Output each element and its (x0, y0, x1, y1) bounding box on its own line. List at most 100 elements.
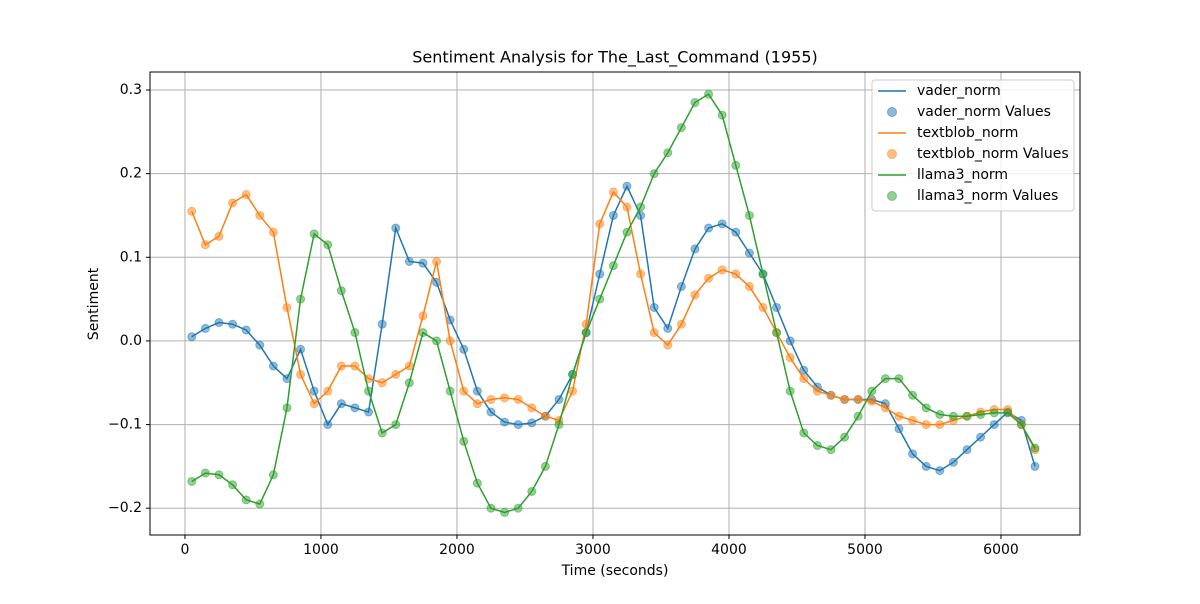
point (622, 202, 632, 212)
point (785, 386, 795, 396)
point (472, 399, 482, 409)
point (908, 390, 918, 400)
point (364, 386, 374, 396)
point (908, 415, 918, 425)
point (608, 261, 618, 271)
point (935, 410, 945, 420)
point (826, 445, 836, 455)
point (214, 318, 224, 328)
point (731, 269, 741, 279)
legend-label: vader_norm Values (917, 104, 1051, 120)
point (540, 411, 550, 421)
point (513, 503, 523, 513)
point (350, 328, 360, 338)
x-tick-label: 0 (180, 542, 189, 558)
y-tick-label: 0.1 (120, 249, 142, 265)
legend-label: llama3_norm Values (917, 188, 1058, 204)
point (432, 256, 442, 266)
point (704, 89, 714, 99)
point (241, 495, 251, 505)
point (595, 219, 605, 229)
point (785, 353, 795, 363)
point (744, 248, 754, 258)
line (191, 184, 1036, 472)
point (1003, 408, 1013, 418)
point (377, 428, 387, 438)
legend-marker (887, 107, 897, 117)
point (432, 336, 442, 346)
point (785, 336, 795, 346)
point (241, 190, 251, 200)
legend-marker (887, 191, 897, 201)
x-axis-label: Time (seconds) (561, 563, 669, 579)
point (731, 160, 741, 170)
point (649, 302, 659, 312)
point (663, 340, 673, 350)
point (880, 374, 890, 384)
point (323, 240, 333, 250)
point (608, 187, 618, 197)
point (772, 302, 782, 312)
point (799, 374, 809, 384)
point (867, 386, 877, 396)
line (191, 190, 1036, 451)
point (336, 361, 346, 371)
point (200, 468, 210, 478)
legend-label: llama3_norm (917, 167, 1008, 183)
y-tick-label: 0.0 (120, 333, 142, 349)
point (731, 227, 741, 237)
legend-label: textblob_norm (917, 125, 1018, 141)
point (241, 325, 251, 335)
point (676, 123, 686, 133)
point (323, 386, 333, 396)
legend-label: textblob_norm Values (917, 146, 1069, 162)
point (690, 290, 700, 300)
point (622, 227, 632, 237)
point (513, 420, 523, 430)
x-tick-label: 2000 (439, 542, 475, 558)
point (894, 374, 904, 384)
point (228, 198, 238, 208)
point (377, 319, 387, 329)
x-tick-label: 3000 (575, 542, 611, 558)
point (350, 403, 360, 413)
point (309, 229, 319, 239)
point (894, 411, 904, 421)
point (649, 169, 659, 179)
point (880, 403, 890, 413)
point (636, 269, 646, 279)
point (214, 470, 224, 480)
point (595, 269, 605, 279)
x-tick-label: 4000 (711, 542, 747, 558)
point (459, 386, 469, 396)
point (894, 424, 904, 434)
point (540, 461, 550, 471)
point (309, 399, 319, 409)
y-axis-label: Sentiment (86, 267, 102, 340)
point (989, 420, 999, 430)
point (1030, 461, 1040, 471)
point (187, 206, 197, 216)
point (608, 210, 618, 220)
point (717, 265, 727, 275)
point (391, 420, 401, 430)
point (636, 202, 646, 212)
x-tick-label: 6000 (983, 542, 1019, 558)
point (772, 328, 782, 338)
point (296, 369, 306, 379)
y-tick-label: −0.1 (108, 417, 142, 433)
point (935, 466, 945, 476)
point (690, 98, 700, 108)
point (744, 282, 754, 292)
legend-label: vader_norm (917, 83, 1001, 99)
point (663, 323, 673, 333)
point (976, 410, 986, 420)
point (676, 282, 686, 292)
y-tick-label: −0.2 (108, 500, 142, 516)
point (404, 378, 414, 388)
point (826, 390, 836, 400)
point (717, 110, 727, 120)
point (336, 399, 346, 409)
point (445, 336, 455, 346)
x-tick-label: 1000 (303, 542, 339, 558)
